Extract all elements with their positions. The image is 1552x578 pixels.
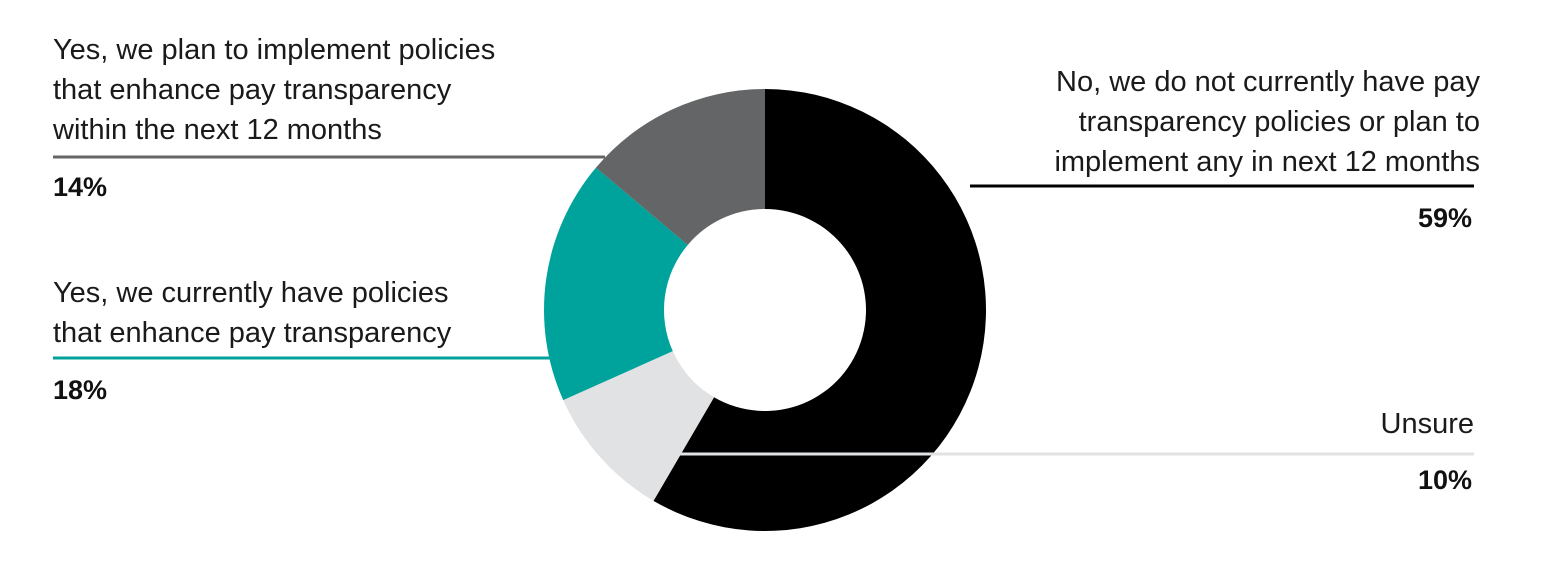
slice-label-yes-plan: Yes, we plan to implement policies that … <box>53 30 495 150</box>
slice-unsure <box>563 351 715 501</box>
slice-label-line: Yes, we plan to implement policies <box>53 34 496 66</box>
slice-yes-current <box>544 167 688 401</box>
slice-label-line: transparency policies or plan to <box>1078 106 1480 138</box>
slice-label-line: Unsure <box>1380 408 1475 440</box>
slice-label-line: Yes, we currently have policies <box>53 277 449 309</box>
slice-label-line: No, we do not currently have pay <box>1056 66 1480 98</box>
slice-label-line: that enhance pay transparency <box>53 74 452 106</box>
slice-label-no: No, we do not currently have pay transpa… <box>1054 62 1480 182</box>
slice-yes-plan <box>595 89 765 245</box>
slice-value-no: 59% <box>1417 203 1472 233</box>
slice-label-line: that enhance pay transparency <box>53 317 452 349</box>
slice-value-yes-current: 18% <box>53 375 108 405</box>
slice-label-line: within the next 12 months <box>53 114 382 146</box>
slice-value-unsure: 10% <box>1417 465 1472 495</box>
slice-label-unsure: Unsure <box>1381 404 1475 444</box>
slice-label-yes-current: Yes, we currently have policies that enh… <box>53 273 451 353</box>
slice-value-yes-plan: 14% <box>53 172 108 202</box>
slice-label-line: implement any in next 12 months <box>1054 146 1480 178</box>
slice-no <box>653 89 987 532</box>
